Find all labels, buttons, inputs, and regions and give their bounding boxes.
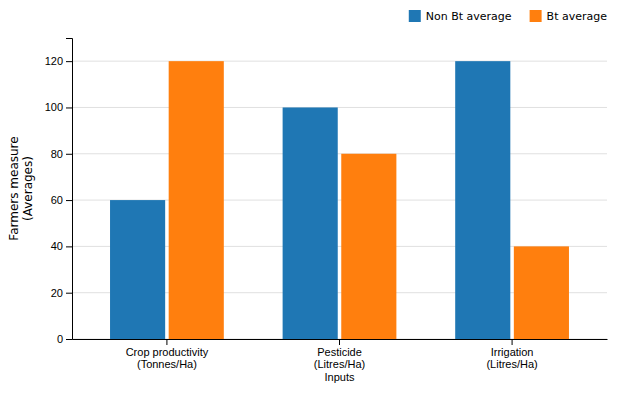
plot: 0 20 40 60 80 100 120 Crop productivity(Tonnes/… <box>45 39 608 384</box>
tick-label: Crop productivity(Tonnes/Ha) <box>126 346 209 371</box>
bar <box>341 154 396 339</box>
tick: 20 <box>51 287 72 299</box>
bars <box>110 61 569 339</box>
tick: 100 <box>45 101 72 113</box>
tick-mark <box>66 61 72 62</box>
legend-item: Bt average <box>530 10 608 23</box>
legend-swatch <box>530 10 542 22</box>
tick: Crop productivity(Tonnes/Ha) <box>126 339 209 370</box>
x-axis: Crop productivity(Tonnes/Ha) Pesticide(Li… <box>73 339 608 383</box>
tick-label: 100 <box>45 101 63 113</box>
tick-mark <box>66 293 72 294</box>
tick-mark <box>66 339 72 340</box>
y-axis: 0 20 40 60 80 100 120 <box>45 39 73 346</box>
tick-mark <box>339 339 340 345</box>
grid-line <box>72 107 607 108</box>
legend-swatch <box>409 10 421 22</box>
tick-label: Irrigation(Litres/Ha) <box>486 346 537 371</box>
tick-label: 120 <box>45 55 63 67</box>
tick: 80 <box>51 148 72 160</box>
bar-series <box>110 61 510 339</box>
chart: 0 20 40 60 80 100 120 Crop productivity(Tonnes/… <box>0 0 623 397</box>
legend-label: Non Bt average <box>426 10 512 23</box>
tick: Irrigation(Litres/Ha) <box>486 339 537 370</box>
tick-label: 0 <box>57 333 63 345</box>
legend-label: Bt average <box>547 10 608 23</box>
tick-label: Pesticide(Litres/Ha)Inputs <box>314 346 365 383</box>
tick: 60 <box>51 194 72 206</box>
tick-mark <box>66 154 72 155</box>
legend-item: Non Bt average <box>409 10 512 23</box>
bar <box>283 107 338 339</box>
y-axis-title: Farmers measure(Averages) <box>7 136 35 240</box>
axis-line <box>66 39 73 340</box>
tick-label: 60 <box>51 194 63 206</box>
tick-mark <box>512 339 513 345</box>
tick-mark <box>66 200 72 201</box>
tick-label: 40 <box>51 240 63 252</box>
bar <box>455 61 510 339</box>
tick-mark <box>66 246 72 247</box>
tick: Pesticide(Litres/Ha)Inputs <box>314 339 365 383</box>
tick-label: 20 <box>51 287 63 299</box>
bar-series <box>169 61 569 339</box>
bar <box>514 246 569 339</box>
tick: 40 <box>51 240 72 252</box>
tick-mark <box>66 107 72 108</box>
bar <box>169 61 224 339</box>
legend: Non Bt average Bt average <box>409 10 607 23</box>
grid-line <box>72 61 607 62</box>
grid <box>72 61 607 339</box>
tick-label: 80 <box>51 148 63 160</box>
tick: 0 <box>57 333 72 345</box>
grid-line <box>72 153 607 154</box>
tick-mark <box>166 339 167 345</box>
bar <box>110 200 165 339</box>
tick: 120 <box>45 55 72 67</box>
